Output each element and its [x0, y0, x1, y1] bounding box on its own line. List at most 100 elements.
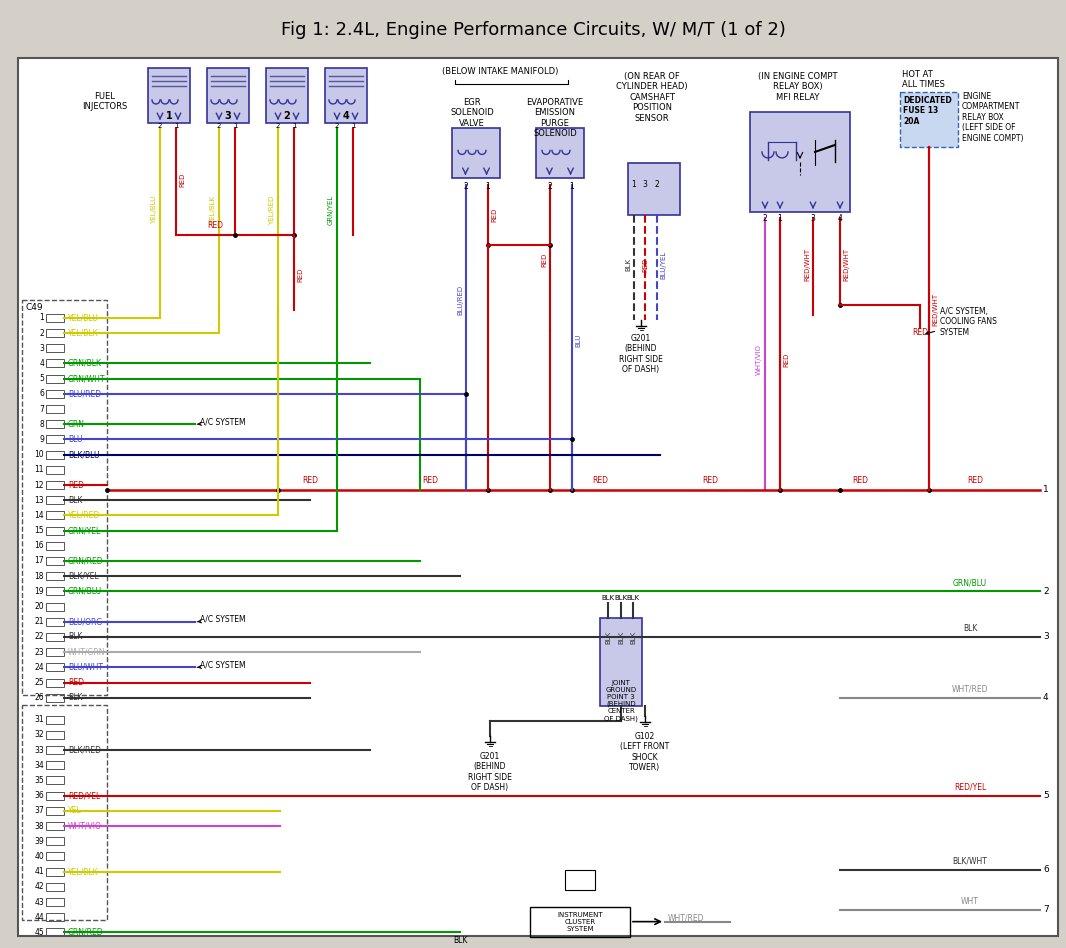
Text: 1: 1 [39, 314, 44, 322]
Text: 2: 2 [335, 123, 339, 129]
Bar [46, 648, 64, 656]
Text: GRN/RED: GRN/RED [68, 928, 103, 937]
Bar [46, 913, 64, 921]
Text: 23: 23 [34, 647, 44, 657]
Text: FUEL
INJECTORS: FUEL INJECTORS [82, 92, 128, 111]
Bar [46, 390, 64, 398]
Bar [46, 588, 64, 595]
Text: (IN ENGINE COMPT
RELAY BOX)
MFI RELAY: (IN ENGINE COMPT RELAY BOX) MFI RELAY [758, 72, 838, 101]
Text: RED: RED [542, 253, 547, 267]
Bar [46, 465, 64, 474]
Text: 19: 19 [34, 587, 44, 596]
Text: 2: 2 [158, 123, 162, 129]
Text: RED: RED [68, 678, 84, 687]
Text: 3: 3 [1043, 632, 1049, 642]
Text: ENGINE
COMPARTMENT
RELAY BOX
(LEFT SIDE OF
ENGINE COMPT): ENGINE COMPARTMENT RELAY BOX (LEFT SIDE … [962, 92, 1023, 142]
Text: 41: 41 [34, 867, 44, 876]
Text: BLK: BLK [618, 631, 624, 645]
Text: BLK: BLK [630, 631, 636, 645]
Text: WHT/VIO: WHT/VIO [756, 344, 762, 375]
Bar [46, 329, 64, 337]
Text: 2: 2 [464, 182, 468, 191]
Text: GRN/BLK: GRN/BLK [68, 359, 102, 368]
Text: BLU/ORG: BLU/ORG [68, 617, 102, 627]
Text: RED: RED [207, 221, 223, 230]
Text: 26: 26 [34, 693, 44, 702]
Text: RED/YEL: RED/YEL [954, 783, 986, 792]
Text: 8: 8 [39, 420, 44, 428]
Bar [46, 776, 64, 785]
Text: 25: 25 [34, 678, 44, 687]
Text: WHT/GRN: WHT/GRN [68, 647, 106, 657]
Text: 4: 4 [342, 111, 350, 121]
Bar [46, 557, 64, 565]
Text: YEL/BLK: YEL/BLK [210, 196, 216, 224]
Text: RED/WHT: RED/WHT [932, 293, 938, 326]
Text: RED: RED [179, 173, 185, 187]
Text: 7: 7 [39, 405, 44, 413]
Text: 1: 1 [569, 182, 575, 191]
Text: 13: 13 [34, 496, 44, 504]
Text: G201
(BEHIND
RIGHT SIDE
OF DASH): G201 (BEHIND RIGHT SIDE OF DASH) [468, 752, 512, 792]
Text: 42: 42 [34, 883, 44, 891]
Text: YEL/RED: YEL/RED [269, 195, 275, 225]
Text: RED: RED [967, 476, 983, 484]
Text: 2: 2 [39, 329, 44, 337]
Text: 38: 38 [34, 822, 44, 830]
Bar [46, 898, 64, 906]
Text: HOT AT
ALL TIMES: HOT AT ALL TIMES [902, 70, 944, 89]
Text: G102
(LEFT FRONT
SHOCK
TOWER): G102 (LEFT FRONT SHOCK TOWER) [620, 732, 669, 772]
Text: 7: 7 [1043, 905, 1049, 914]
Text: YEL/BLU: YEL/BLU [151, 196, 157, 224]
Text: 1: 1 [232, 123, 238, 129]
FancyBboxPatch shape [536, 128, 584, 178]
Text: INSTRUMENT
CLUSTER
SYSTEM: INSTRUMENT CLUSTER SYSTEM [558, 912, 602, 932]
Bar [46, 746, 64, 754]
Text: BLK: BLK [627, 594, 640, 601]
Text: RED: RED [642, 258, 648, 272]
Text: BLU/RED: BLU/RED [457, 284, 463, 315]
Text: YEL/BLK: YEL/BLK [68, 329, 99, 337]
Text: 37: 37 [34, 807, 44, 815]
Text: 3: 3 [39, 344, 44, 353]
Text: GRN/YEL: GRN/YEL [328, 194, 334, 225]
FancyBboxPatch shape [452, 128, 500, 178]
Text: 36: 36 [34, 792, 44, 800]
Text: 2: 2 [548, 182, 552, 191]
Text: 6: 6 [1043, 866, 1049, 874]
Text: 45: 45 [34, 928, 44, 937]
Text: 3: 3 [810, 214, 815, 223]
Text: 1: 1 [165, 111, 173, 121]
Text: BLK: BLK [614, 594, 628, 601]
Text: 31: 31 [34, 715, 44, 724]
Text: 1: 1 [351, 123, 355, 129]
Text: RED/WHT: RED/WHT [843, 248, 849, 282]
Text: RED: RED [302, 476, 318, 484]
Text: BLK: BLK [605, 631, 611, 645]
Text: 34: 34 [34, 761, 44, 770]
Text: BLU/WHT: BLU/WHT [68, 663, 103, 672]
Text: Fig 1: 2.4L, Engine Performance Circuits, W/ M/T (1 of 2): Fig 1: 2.4L, Engine Performance Circuits… [280, 21, 786, 39]
Bar [46, 435, 64, 444]
Text: RED: RED [491, 208, 497, 222]
Text: RED/YEL: RED/YEL [68, 792, 100, 800]
Text: RED/WHT: RED/WHT [804, 248, 810, 282]
Text: C49: C49 [25, 302, 43, 312]
Bar [46, 867, 64, 876]
Text: 22: 22 [34, 632, 44, 642]
FancyBboxPatch shape [750, 112, 850, 212]
Text: RED: RED [68, 481, 84, 489]
Text: 20: 20 [34, 602, 44, 611]
Text: 17: 17 [34, 556, 44, 565]
Text: 11: 11 [34, 465, 44, 474]
FancyBboxPatch shape [600, 618, 642, 705]
Text: GRN/YEL: GRN/YEL [68, 526, 101, 535]
Text: 14: 14 [34, 511, 44, 520]
Text: YEL/BLK: YEL/BLK [68, 867, 99, 876]
Text: 33: 33 [34, 746, 44, 755]
Text: 21: 21 [34, 617, 44, 627]
Text: 10: 10 [34, 450, 44, 459]
Text: JOINT
GROUND
POINT 3
(BEHIND
CENTER
OF DASH): JOINT GROUND POINT 3 (BEHIND CENTER OF D… [604, 680, 637, 721]
Bar [46, 792, 64, 800]
Text: 2: 2 [284, 111, 290, 121]
